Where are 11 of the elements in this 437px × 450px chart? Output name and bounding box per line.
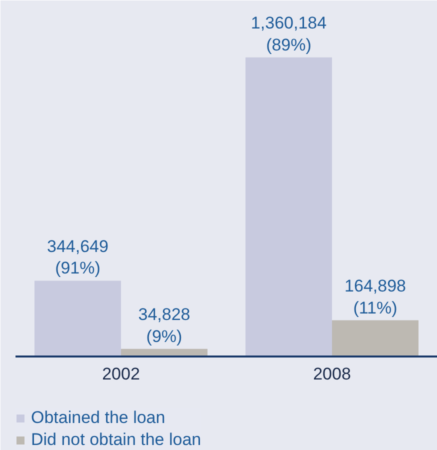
data-label: 164,898 (11%): [344, 276, 406, 318]
bar: [34, 280, 121, 357]
x-tick-label: 2008: [313, 364, 351, 384]
data-label: 1,360,184 (89%): [250, 14, 327, 54]
data-label: 344,649 (91%): [47, 236, 108, 278]
x-tick-label: 2002: [102, 364, 140, 384]
bar: [245, 57, 332, 357]
data-label: 34,828 (9%): [138, 305, 190, 346]
bar: [332, 320, 419, 357]
legend-label: Obtained the loan: [31, 408, 166, 428]
legend-label: Did not obtain the loan: [31, 430, 202, 450]
